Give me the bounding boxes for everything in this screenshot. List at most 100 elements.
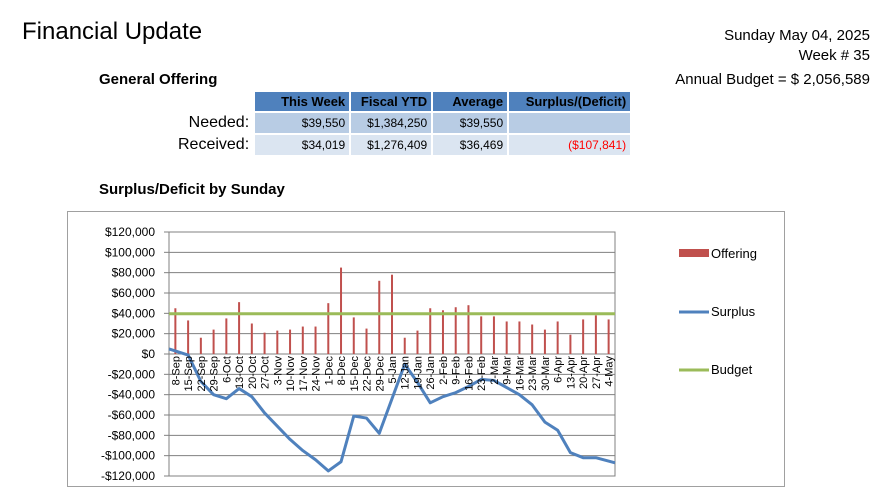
offering-bar <box>429 308 432 354</box>
needed-this-week: $39,550 <box>255 113 350 133</box>
y-tick-label: -$100,000 <box>101 449 155 463</box>
x-tick-label: 17-Nov <box>298 356 310 392</box>
y-tick-label: $20,000 <box>112 327 156 341</box>
x-tick-label: 3-Nov <box>272 356 284 386</box>
x-tick-label: 13-Oct <box>234 356 246 389</box>
annual-budget: Annual Budget = $ 2,056,589 <box>675 71 870 88</box>
offering-bar <box>492 316 495 354</box>
needed-surplus <box>509 113 631 133</box>
offering-bar <box>607 319 610 354</box>
offering-bar <box>582 319 585 354</box>
surplus-deficit-chart: -$120,000 -$100,000 -$80,000 -$60,000 -$40,0… <box>101 225 757 483</box>
surplus-line <box>168 347 616 473</box>
column-header-fiscal-ytd: Fiscal YTD <box>351 92 432 111</box>
offering-bar <box>352 317 355 354</box>
offering-table: This Week Fiscal YTD Average Surplus/(De… <box>172 90 632 157</box>
chart-area: -$120,000 -$100,000 -$80,000 -$60,000 -$40,0… <box>67 211 785 487</box>
legend-label-offering: Offering <box>711 246 757 261</box>
x-tick-label: 1-Dec <box>323 356 335 386</box>
offering-bar <box>250 323 253 354</box>
received-fiscal-ytd: $1,276,409 <box>351 135 432 155</box>
x-tick-label: 16-Feb <box>463 356 475 391</box>
y-tick-label: -$120,000 <box>101 469 155 483</box>
column-header-this-week: This Week <box>255 92 350 111</box>
x-tick-label: 9-Feb <box>451 356 463 385</box>
row-label-received: Received: <box>178 136 250 153</box>
x-tick-label: 6-Oct <box>221 356 233 383</box>
offering-bar <box>225 318 228 354</box>
table-header-blank <box>174 92 253 111</box>
row-label-needed: Needed: <box>188 114 250 131</box>
y-tick-label: $100,000 <box>105 245 155 259</box>
y-tick-label: $0 <box>142 347 156 361</box>
x-tick-label: 10-Nov <box>285 356 297 392</box>
y-tick-label: -$60,000 <box>108 408 156 422</box>
y-tick-label: -$20,000 <box>108 367 156 381</box>
offering-bar <box>467 305 470 354</box>
offering-bar <box>594 315 597 354</box>
y-tick-label: -$80,000 <box>108 428 156 442</box>
offering-bar <box>531 324 534 354</box>
report-date: Sunday May 04, 2025 <box>724 27 870 44</box>
table-row-received: Received: $34,019 $1,276,409 $36,469 ($1… <box>174 135 631 155</box>
x-tick-label: 27-Oct <box>260 356 272 389</box>
x-tick-label: 8-Dec <box>336 356 348 386</box>
offering-bar <box>276 330 279 354</box>
offering-bar <box>441 310 444 354</box>
x-tick-label: 15-Dec <box>349 356 361 392</box>
offering-bar <box>365 328 368 354</box>
x-tick-label: 13-Apr <box>565 356 577 389</box>
x-tick-label: 22-Dec <box>362 356 374 392</box>
offering-bar <box>238 302 241 354</box>
legend-swatch-offering <box>679 249 709 257</box>
chart-heading: Surplus/Deficit by Sunday <box>99 181 285 198</box>
x-tick-label: 12-Jan <box>400 356 412 390</box>
offering-bar <box>403 337 406 354</box>
offering-bar <box>314 326 317 354</box>
y-tick-label: $60,000 <box>112 286 156 300</box>
offering-bar <box>416 330 419 354</box>
x-tick-label: 9-Mar <box>502 356 514 385</box>
offering-bar <box>289 329 292 354</box>
offering-bar <box>263 332 266 354</box>
x-tick-label: 20-Apr <box>578 356 590 389</box>
y-tick-label: $40,000 <box>112 306 156 320</box>
offering-bar <box>174 308 177 354</box>
offering-bar <box>556 321 559 354</box>
column-header-average: Average <box>433 92 508 111</box>
x-tick-label: 27-Apr <box>591 356 603 389</box>
x-tick-label: 23-Feb <box>476 356 488 391</box>
x-tick-label: 29-Dec <box>374 356 386 392</box>
needed-average: $39,550 <box>433 113 508 133</box>
offering-bar <box>505 321 508 354</box>
offering-bar <box>301 326 304 354</box>
plot-border <box>168 231 616 477</box>
x-tick-label: 4-May <box>604 356 616 387</box>
offering-bar <box>340 267 343 354</box>
table-header-row: This Week Fiscal YTD Average Surplus/(De… <box>174 92 631 111</box>
needed-fiscal-ytd: $1,384,250 <box>351 113 432 133</box>
x-tick-label: 30-Mar <box>540 356 552 391</box>
received-this-week: $34,019 <box>255 135 350 155</box>
offering-bar <box>199 337 202 354</box>
offering-bar <box>187 320 190 354</box>
column-header-surplus: Surplus/(Deficit) <box>509 92 631 111</box>
y-tick-label: -$40,000 <box>108 388 156 402</box>
y-tick-label: $80,000 <box>112 266 156 280</box>
offering-bar <box>480 316 483 354</box>
x-tick-label: 19-Jan <box>412 356 424 390</box>
legend-label-surplus: Surplus <box>711 304 756 319</box>
x-tick-label: 8-Sep <box>170 356 182 385</box>
x-tick-label: 26-Jan <box>425 356 437 390</box>
legend-label-budget: Budget <box>711 362 753 377</box>
offering-bar <box>543 329 546 354</box>
received-average: $36,469 <box>433 135 508 155</box>
x-tick-label: 24-Nov <box>311 356 323 392</box>
received-surplus: ($107,841) <box>509 135 631 155</box>
x-tick-label: 29-Sep <box>209 356 221 391</box>
offering-bar <box>327 303 330 354</box>
x-tick-label: 6-Apr <box>553 356 565 383</box>
offering-bar <box>454 307 457 354</box>
table-row-needed: Needed: $39,550 $1,384,250 $39,550 <box>174 113 631 133</box>
y-tick-label: $120,000 <box>105 225 155 239</box>
